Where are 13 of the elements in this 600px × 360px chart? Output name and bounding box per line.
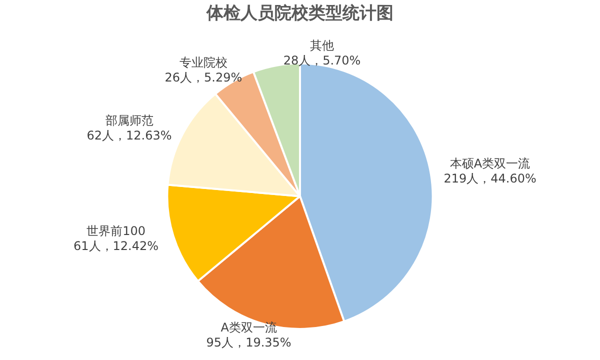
slice-label: 专业院校 <box>179 56 228 70</box>
data-label: 61人，12.42% <box>74 239 159 254</box>
data-label: 26人，5.29% <box>164 70 242 84</box>
data-label: 95人，19.35% <box>206 335 292 350</box>
slice-label: A类双一流 <box>220 320 277 334</box>
slice-label: 世界前100 <box>86 224 146 238</box>
data-label: 62人，12.63% <box>86 128 172 143</box>
slice-label: 部属师范 <box>105 114 154 128</box>
data-label: 219人，44.60% <box>444 171 536 186</box>
chart-title: 体检人员院校类型统计图 <box>206 4 394 24</box>
slice-label: 其他 <box>310 38 334 52</box>
slice-label: 本硕A类双一流 <box>450 156 530 170</box>
data-label: 28人，5.70% <box>283 53 361 68</box>
